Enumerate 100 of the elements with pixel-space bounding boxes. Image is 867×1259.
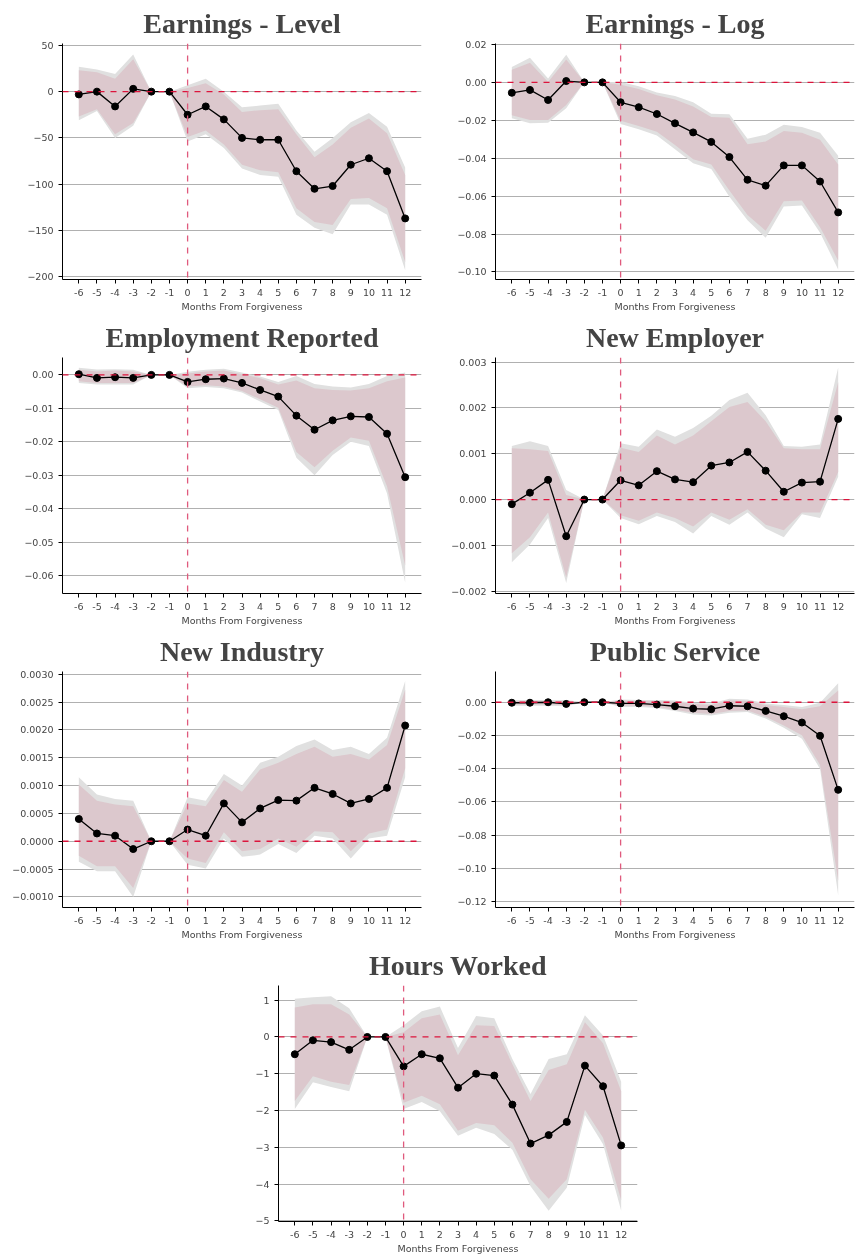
x-tick-label: 3 [238,286,246,298]
x-tick-label: 2 [220,286,227,298]
point [689,128,698,137]
point [183,377,192,386]
x-tick-label: 2 [220,914,227,926]
x-tick-label: -6 [74,914,84,926]
x-tick-label: 8 [329,600,336,612]
point [129,84,138,93]
point [797,718,806,727]
point [238,133,246,142]
point [292,411,301,420]
x-tick-label: -6 [507,914,517,926]
point [707,461,716,470]
point [274,392,283,401]
point [345,1045,354,1054]
x-tick-label: -4 [110,286,120,298]
y-tick-label: −0.10 [457,862,487,874]
y-tick-label: −0.10 [457,266,487,278]
x-tick-label: 10 [795,600,808,612]
chart-title: Earnings - Log [585,7,765,39]
x-tick-label: -4 [543,914,553,926]
x-tick-label: 7 [744,286,751,298]
x-tick-label: -3 [128,286,138,298]
point [435,1054,444,1063]
x-tick-label: -1 [597,286,608,298]
x-tick-label: 3 [238,600,246,612]
point [401,214,410,223]
point [364,794,373,803]
point [399,1062,408,1071]
point [761,706,770,715]
x-tick-label: -2 [579,914,590,926]
x-tick-label: 8 [329,286,336,298]
x-axis-title: Months From Forgiveness [614,614,736,626]
x-tick-label: 9 [347,286,354,298]
y-tick-label: 0.0010 [20,780,54,792]
x-tick-label: 10 [362,914,375,926]
point [364,413,373,421]
point [290,1050,299,1059]
x-tick-label: 12 [399,914,412,926]
y-tick-label: −1 [255,1068,270,1080]
x-tick-label: 5 [275,286,282,298]
point [689,478,698,487]
x-tick-label: 11 [597,1228,610,1240]
point [761,466,770,475]
y-tick-label: 0 [47,86,54,98]
x-tick-label: -2 [579,286,590,298]
y-tick-label: −4 [255,1178,270,1190]
x-tick-label: 0 [617,286,624,298]
x-tick-label: -5 [308,1228,318,1240]
point [508,1100,517,1109]
point [707,137,716,146]
point [834,785,843,794]
x-tick-label: -6 [74,600,84,612]
x-tick-label: -4 [326,1228,336,1240]
chart-title: New Employer [585,321,765,353]
point [74,815,83,823]
chart-title: Employment Reported [105,321,379,353]
x-tick-label: 7 [311,286,318,298]
point [652,467,661,476]
y-tick-label: −100 [27,178,54,190]
x-tick-label: 5 [708,914,715,926]
x-tick-label: 10 [795,914,808,926]
x-tick-label: -5 [92,914,102,926]
x-tick-label: 9 [780,600,787,612]
point [417,1050,426,1059]
point [328,789,337,798]
point [129,845,138,854]
x-tick-label: 9 [347,914,354,926]
y-tick-label: −0.0005 [12,863,54,875]
point [328,416,337,425]
point [201,102,210,111]
point [617,1141,626,1150]
point [779,161,788,170]
point [616,98,625,107]
point [725,153,734,162]
point [562,532,571,541]
chart-title: Public Service [589,635,761,667]
point [526,1139,535,1148]
x-tick-label: 1 [635,286,642,298]
x-tick-label: -3 [561,914,571,926]
y-tick-label: −3 [255,1141,270,1153]
point [201,831,210,840]
x-tick-label: 12 [832,600,845,612]
x-tick-label: 0 [617,914,624,926]
x-tick-label: 6 [293,286,300,298]
point [743,702,752,711]
point [274,135,283,144]
point [634,699,643,708]
x-tick-label: -1 [164,600,175,612]
x-tick-label: 0 [184,914,191,926]
x-tick-label: -6 [507,286,517,298]
x-tick-label: 1 [202,286,209,298]
x-tick-label: 7 [311,914,318,926]
x-tick-label: -2 [146,914,157,926]
point [92,373,101,382]
point [834,414,843,423]
y-tick-label: 0.0005 [20,807,54,819]
x-tick-label: 1 [418,1228,425,1240]
point [507,88,516,97]
x-tick-label: 9 [563,1228,570,1240]
